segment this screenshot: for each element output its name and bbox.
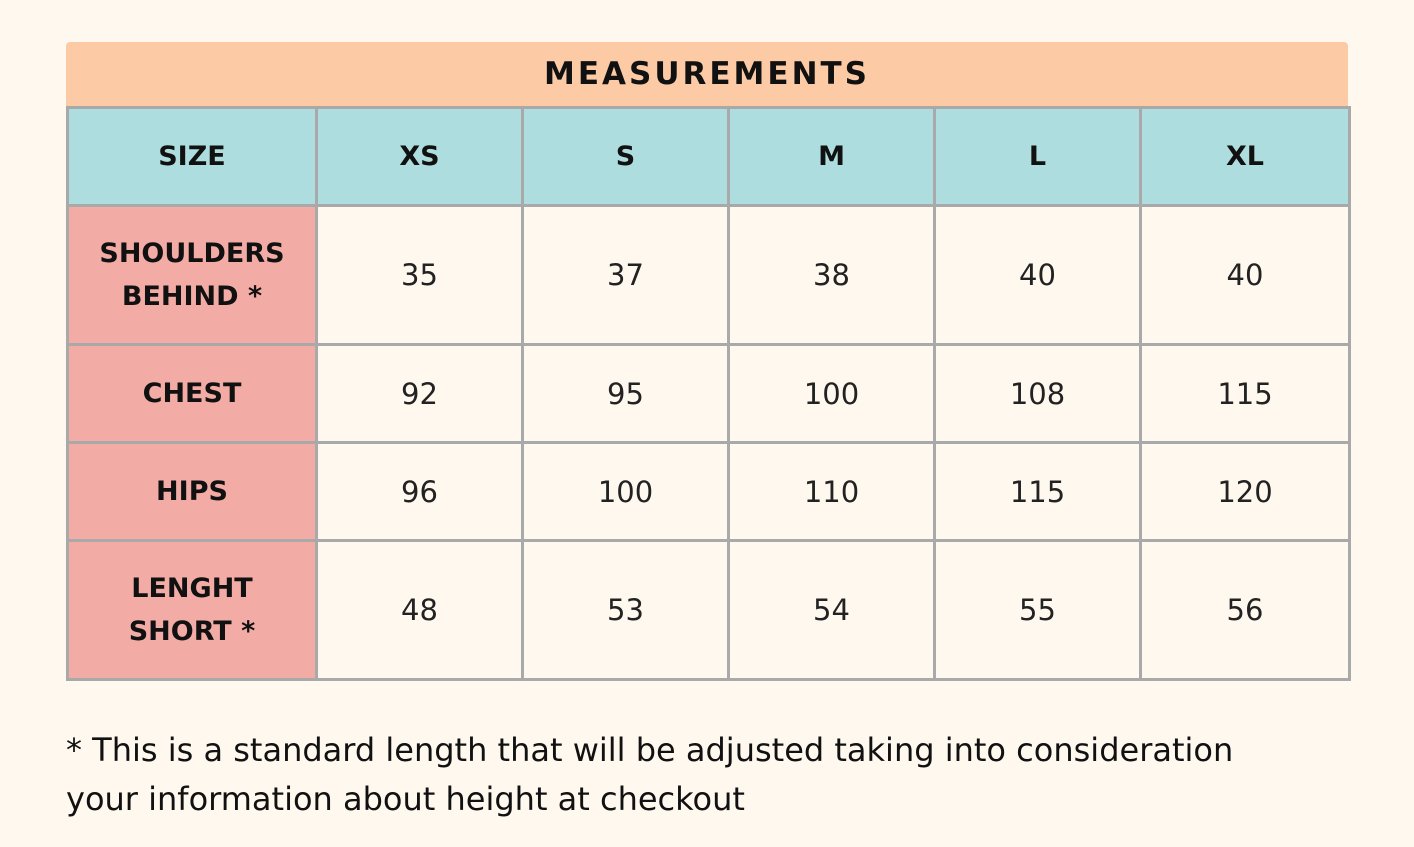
table-row-chest: CHEST 92 95 100 108 115 <box>66 343 1351 444</box>
row-label-chest: CHEST <box>66 343 318 444</box>
row-label-hips: HIPS <box>66 441 318 542</box>
value-cell: 95 <box>521 343 730 444</box>
value-cell: 48 <box>315 539 524 681</box>
footnote-line-2: your information about height at checkou… <box>66 780 745 818</box>
header-cell-l: L <box>933 106 1142 207</box>
header-cell-m: M <box>727 106 936 207</box>
row-label-shoulders: SHOULDERS BEHIND * <box>66 204 318 346</box>
value-cell: 115 <box>1139 343 1351 444</box>
value-cell: 37 <box>521 204 730 346</box>
table-title: MEASUREMENTS <box>543 56 870 92</box>
header-row: SIZE XS S M L XL <box>66 106 1351 207</box>
value-cell: 38 <box>727 204 936 346</box>
value-cell: 35 <box>315 204 524 346</box>
table-row-length: LENGHT SHORT * 48 53 54 55 56 <box>66 539 1351 681</box>
row-label-length: LENGHT SHORT * <box>66 539 318 681</box>
value-cell: 40 <box>933 204 1142 346</box>
footnote-line-1: * This is a standard length that will be… <box>66 731 1234 769</box>
value-cell: 54 <box>727 539 936 681</box>
value-cell: 55 <box>933 539 1142 681</box>
value-cell: 108 <box>933 343 1142 444</box>
header-cell-xl: XL <box>1139 106 1351 207</box>
value-cell: 40 <box>1139 204 1351 346</box>
value-cell: 100 <box>727 343 936 444</box>
header-cell-size: SIZE <box>66 106 318 207</box>
value-cell: 120 <box>1139 441 1351 542</box>
value-cell: 92 <box>315 343 524 444</box>
header-cell-s: S <box>521 106 730 207</box>
header-cell-xs: XS <box>315 106 524 207</box>
value-cell: 56 <box>1139 539 1351 681</box>
value-cell: 115 <box>933 441 1142 542</box>
value-cell: 100 <box>521 441 730 542</box>
value-cell: 110 <box>727 441 936 542</box>
table-title-bar: MEASUREMENTS <box>66 42 1348 106</box>
table-row-shoulders: SHOULDERS BEHIND * 35 37 38 40 40 <box>66 204 1351 346</box>
measurements-table: SIZE XS S M L XL SHOULDERS BEHIND * 35 3… <box>66 106 1351 681</box>
table-row-hips: HIPS 96 100 110 115 120 <box>66 441 1351 542</box>
footnote: * This is a standard length that will be… <box>66 726 1348 824</box>
value-cell: 96 <box>315 441 524 542</box>
value-cell: 53 <box>521 539 730 681</box>
